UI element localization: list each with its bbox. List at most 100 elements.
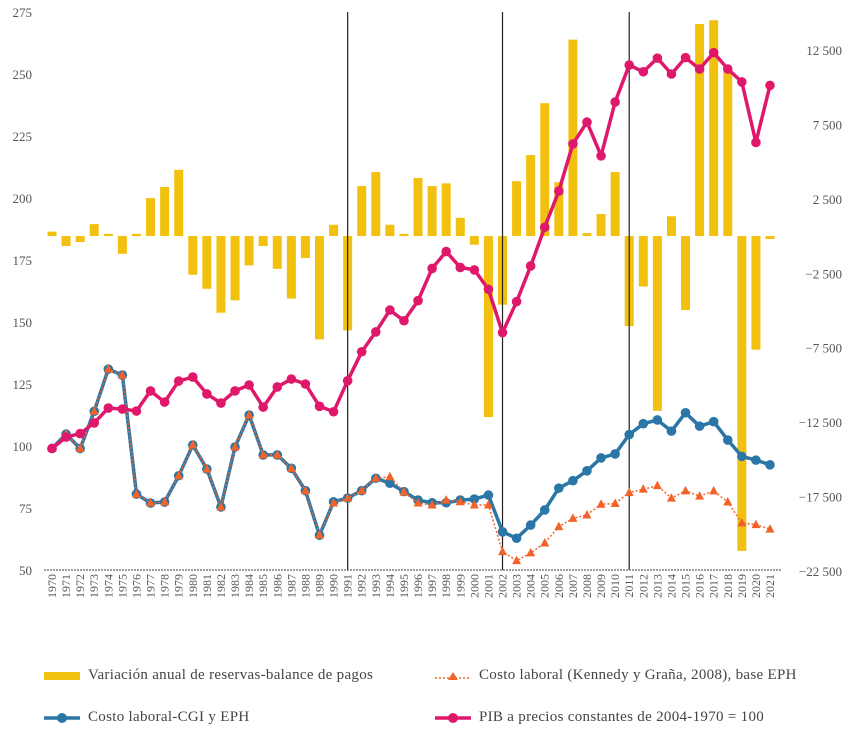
point-1988 <box>300 379 311 389</box>
point-triangle-1995 <box>399 487 409 496</box>
bar-2009 <box>596 214 606 237</box>
x-tick-label: 2017 <box>707 574 721 598</box>
bar-1980 <box>188 236 198 275</box>
x-tick-label: 1985 <box>256 574 270 598</box>
x-tick-label: 1980 <box>186 574 200 598</box>
x-tick-label: 2020 <box>749 574 763 598</box>
bar-1977 <box>146 198 156 237</box>
point-triangle-1973 <box>89 406 99 415</box>
point-1982 <box>216 398 226 408</box>
series-3 <box>47 47 775 454</box>
x-tick-label: 1976 <box>129 574 143 598</box>
point-1972 <box>75 428 85 439</box>
point-triangle-1979 <box>174 470 184 480</box>
point-2020 <box>751 455 761 465</box>
bar-1974 <box>103 233 113 237</box>
point-2018 <box>722 435 733 445</box>
point-2008 <box>582 117 592 127</box>
point-2009 <box>596 453 606 463</box>
point-2014 <box>666 69 677 79</box>
point-triangle-2019 <box>737 517 747 527</box>
point-triangle-1984 <box>244 410 254 419</box>
x-tick-label: 1998 <box>439 574 453 598</box>
point-2004 <box>525 520 536 530</box>
bar-2004 <box>526 155 536 237</box>
point-triangle-2001 <box>483 500 493 509</box>
legend-swatch-blue-line <box>44 712 80 723</box>
bar-1972 <box>75 236 85 243</box>
point-1986 <box>272 382 283 392</box>
vertical-markers <box>347 12 630 570</box>
legend-swatch-bar <box>44 671 80 680</box>
point-2005 <box>539 505 550 515</box>
point-triangle-2009 <box>596 499 606 508</box>
point-1984 <box>244 380 254 390</box>
point-1974 <box>103 403 114 413</box>
point-triangle-2005 <box>540 537 550 547</box>
point-2021 <box>765 80 775 91</box>
right-tick-label: 2 500 <box>813 192 842 207</box>
point-1979 <box>173 376 184 386</box>
x-tick-label: 1987 <box>284 574 298 598</box>
bar-2001 <box>483 236 493 418</box>
point-2019 <box>737 451 747 462</box>
point-triangle-2020 <box>751 519 761 529</box>
bar-2019 <box>737 236 747 551</box>
right-axis-ticks: −22 500 −17 500 −12 500 −7 500 −2 500 2 500 7 … <box>799 43 842 579</box>
point-2004 <box>525 261 536 271</box>
point-2013 <box>652 53 663 63</box>
point-2005 <box>539 222 550 233</box>
point-triangle-1980 <box>188 440 198 449</box>
x-tick-label: 2008 <box>580 574 594 598</box>
point-2014 <box>666 426 677 436</box>
point-triangle-1991 <box>343 493 353 502</box>
bar-1993 <box>371 172 381 237</box>
point-1985 <box>258 402 268 412</box>
point-1978 <box>159 397 170 407</box>
point-2001 <box>483 284 494 295</box>
point-triangle-2016 <box>695 491 705 500</box>
point-triangle-2000 <box>469 500 479 509</box>
right-tick-label: −2 500 <box>805 266 842 281</box>
point-2007 <box>568 139 578 149</box>
x-tick-label: 1982 <box>214 574 228 598</box>
legend-swatch-triangle-line <box>435 671 471 680</box>
point-triangle-1992 <box>357 485 367 495</box>
legend-item-reserves: Variación anual de reservas-balance de p… <box>44 667 373 684</box>
point-2017 <box>708 416 719 427</box>
bar-2008 <box>582 233 592 237</box>
bar-2003 <box>512 181 522 237</box>
left-tick-label: 125 <box>13 377 33 392</box>
x-tick-label: 1970 <box>45 574 59 598</box>
legend-label-kennedy: Costo laboral (Kennedy y Graña, 2008), b… <box>479 667 797 683</box>
point-2000 <box>469 265 480 275</box>
left-tick-label: 200 <box>13 191 33 206</box>
x-tick-label: 1990 <box>327 574 341 598</box>
bar-1992 <box>357 186 367 237</box>
right-tick-label: −22 500 <box>799 564 842 579</box>
x-tick-label: 1981 <box>200 574 214 598</box>
line-series <box>47 47 775 565</box>
point-triangle-2014 <box>666 493 676 502</box>
point-2016 <box>694 64 705 74</box>
point-2007 <box>568 475 578 486</box>
x-tick-label: 1974 <box>101 574 115 598</box>
point-triangle-1976 <box>131 489 141 498</box>
x-tick-label: 2019 <box>735 574 749 598</box>
x-tick-label: 1994 <box>383 574 397 598</box>
bar-1994 <box>385 224 395 237</box>
bar-2006 <box>554 182 564 237</box>
point-triangle-1988 <box>300 485 310 495</box>
point-1973 <box>89 418 100 428</box>
series-2 <box>47 364 775 544</box>
x-tick-label: 1997 <box>425 574 439 598</box>
x-tick-label: 1991 <box>341 574 355 598</box>
x-tick-label: 2018 <box>721 574 735 598</box>
point-triangle-1986 <box>272 449 282 459</box>
point-triangle-2010 <box>610 498 620 508</box>
point-2011 <box>624 429 635 440</box>
x-tick-label: 1995 <box>397 574 411 598</box>
point-1999 <box>455 262 466 273</box>
point-triangle-1974 <box>103 364 113 373</box>
series-line-kennedy <box>51 368 771 562</box>
